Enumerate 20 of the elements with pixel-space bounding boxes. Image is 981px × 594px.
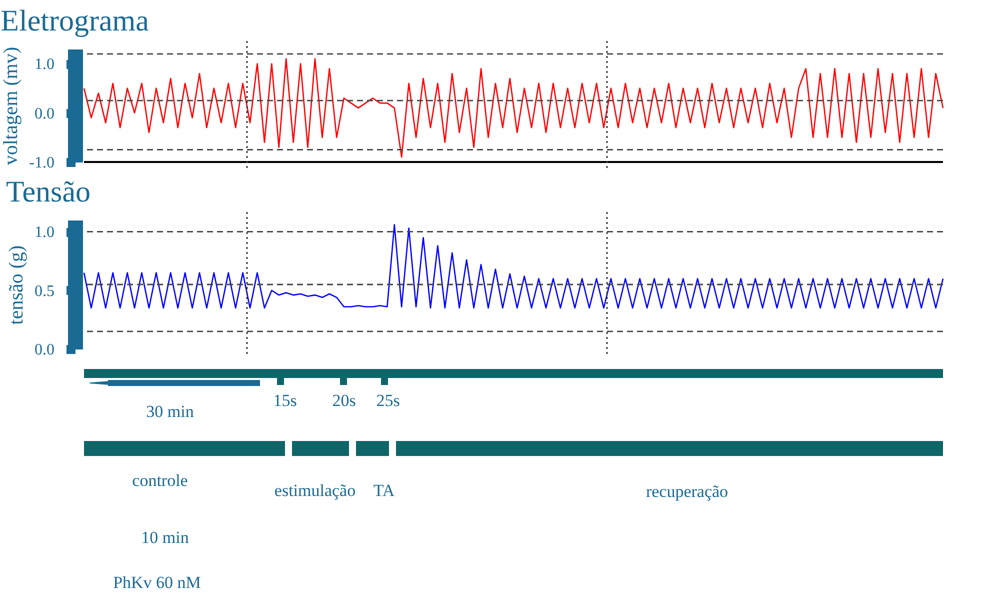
chart-title: Tensão (6, 175, 91, 208)
text: 10 min (141, 528, 190, 547)
text: 20s (332, 391, 356, 410)
text: 25s (376, 391, 400, 410)
y-tick-label: 0.0 (34, 342, 54, 358)
y-axis-title: tensão (g) (6, 245, 28, 325)
text: recuperação (646, 482, 728, 501)
text: estimulação (274, 481, 356, 500)
text: PhKv 60 nM (113, 573, 201, 592)
y-tick-label: 1.0 (34, 56, 54, 74)
y-axis-title: voltagem (mv) (0, 46, 22, 166)
y-tick-label: 0.5 (34, 282, 54, 300)
y-tick-label: -1.0 (29, 154, 54, 172)
text: 15s (273, 391, 297, 410)
text: TA (373, 481, 396, 500)
y-tick-label: 0.0 (34, 105, 54, 122)
y-tick-label: 1.0 (34, 224, 54, 242)
chart-title: Eletrograma (0, 4, 149, 38)
text: controle (132, 471, 188, 490)
text: 30 min (146, 402, 194, 421)
